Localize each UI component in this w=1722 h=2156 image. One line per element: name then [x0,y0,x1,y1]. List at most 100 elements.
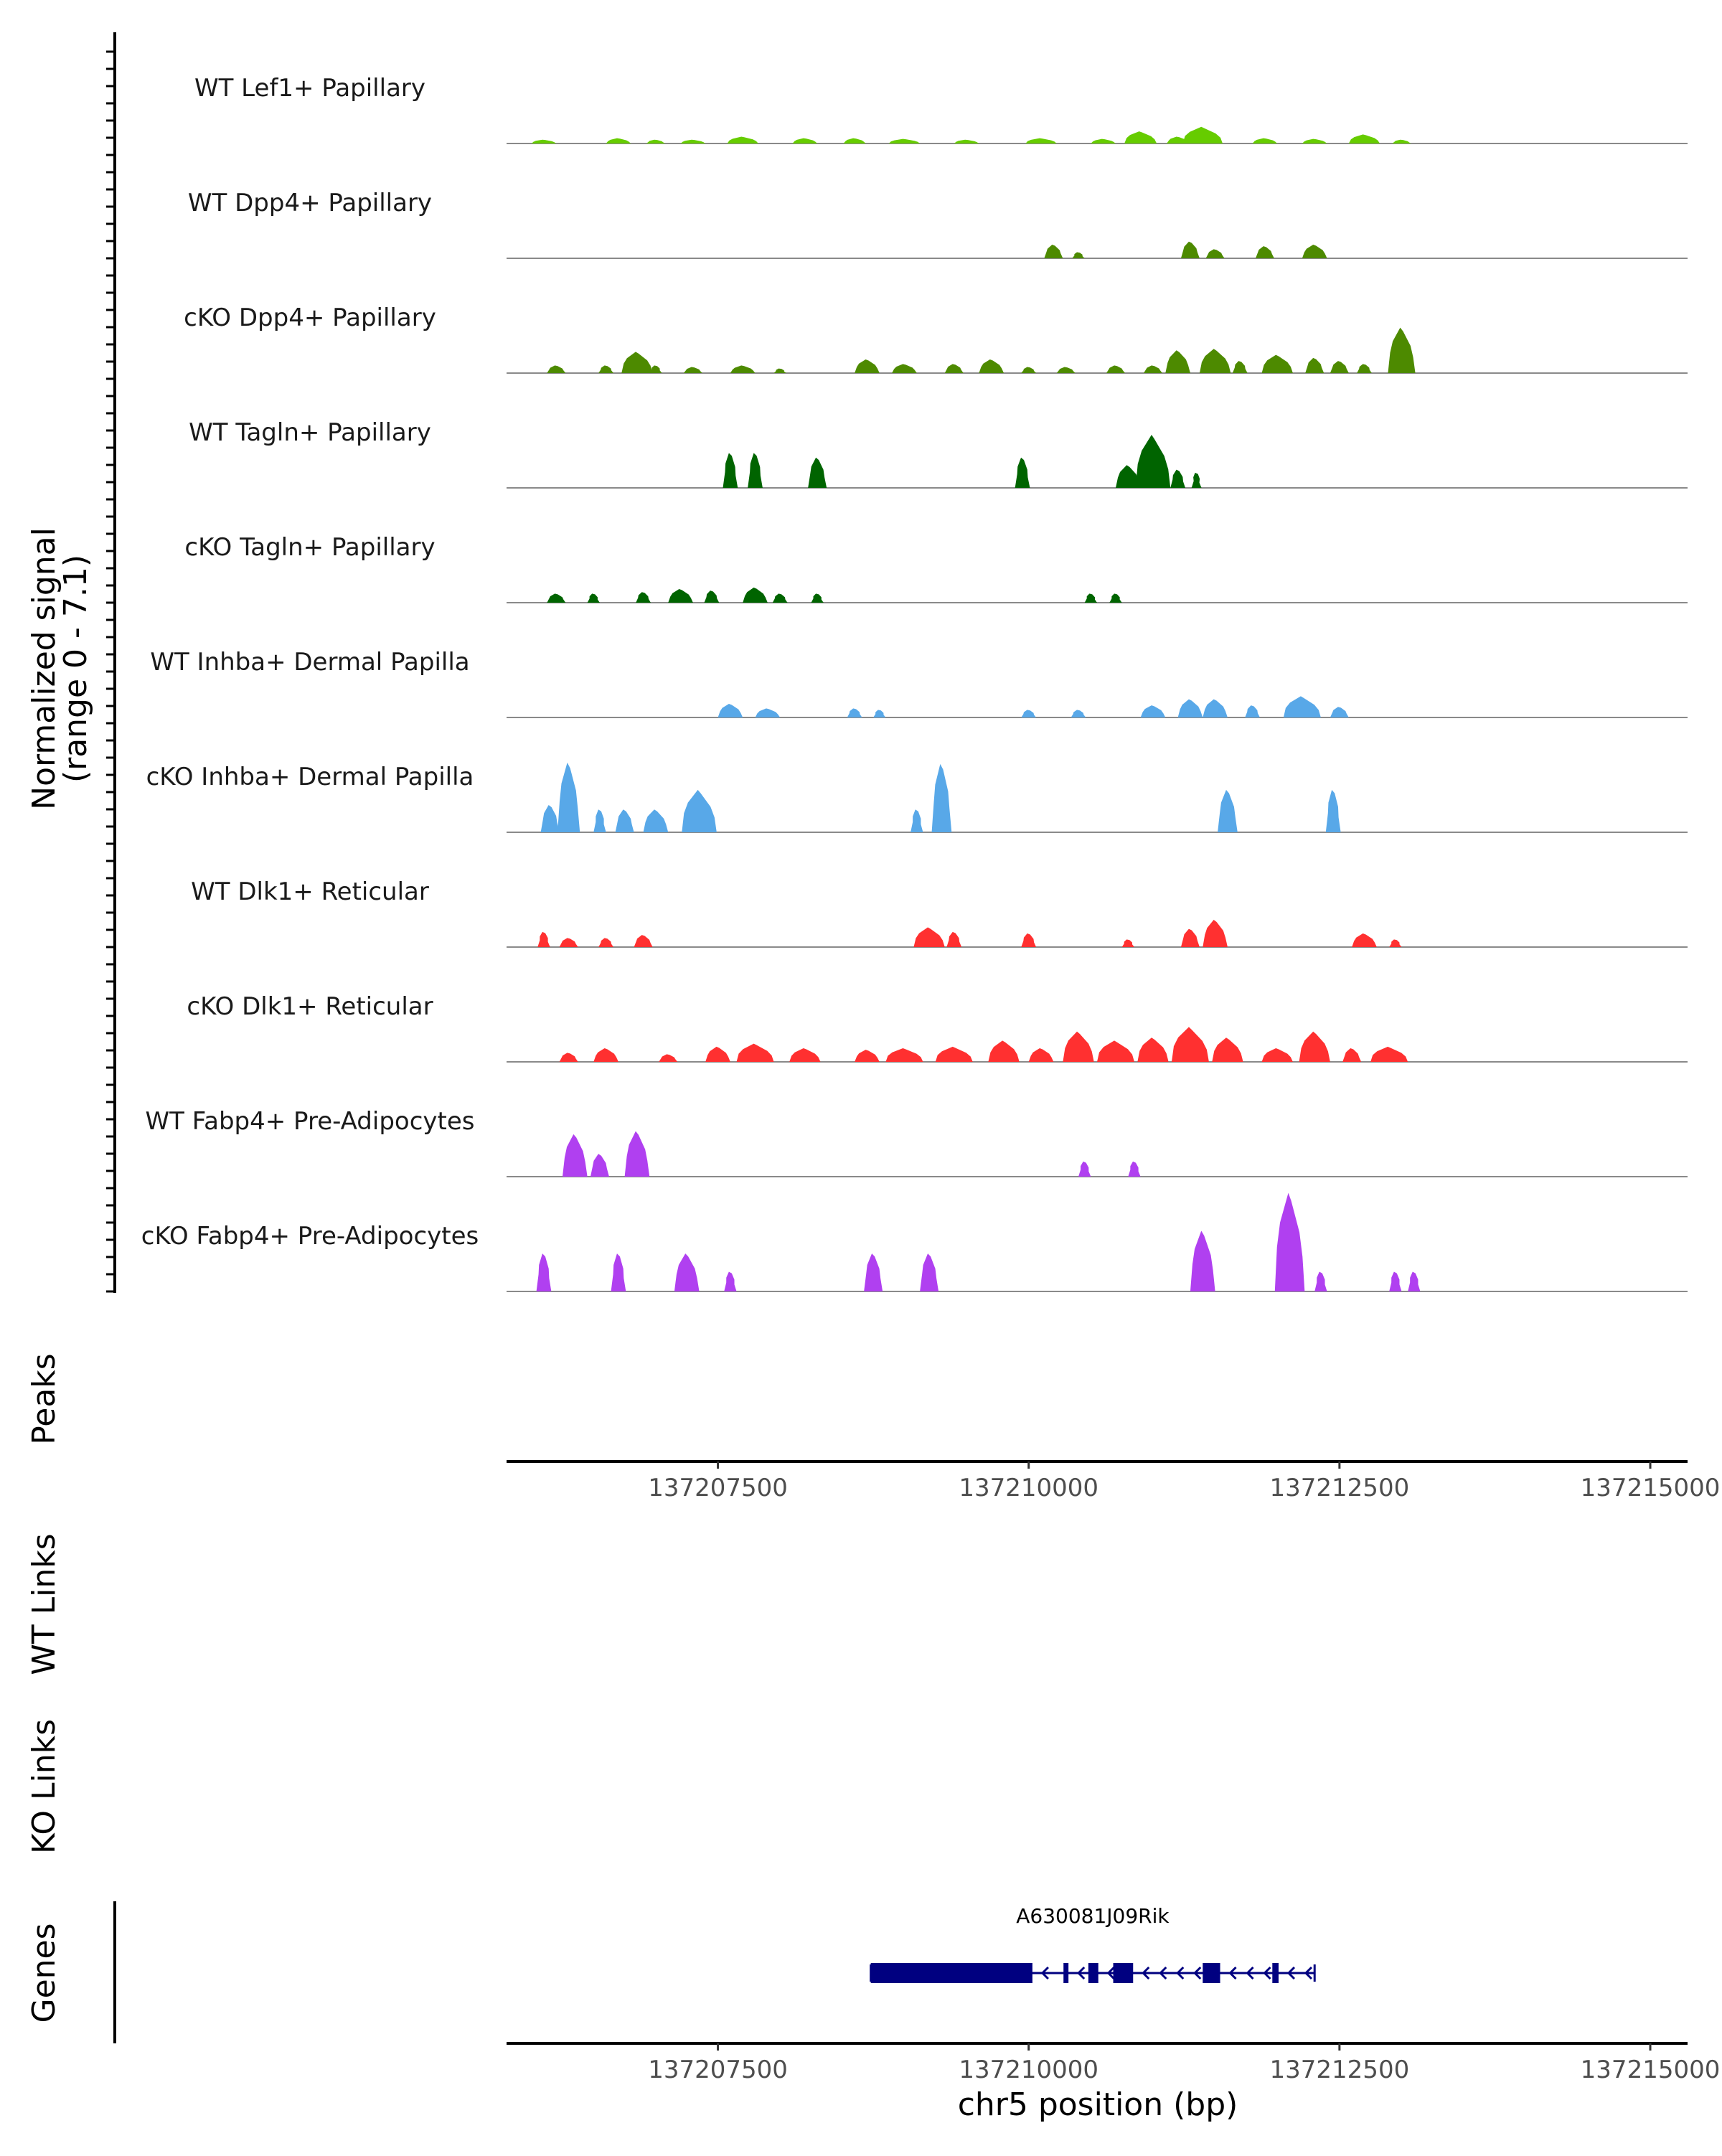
signal-peak [1115,465,1141,488]
signal-peak [723,453,738,488]
signal-peak [559,1053,578,1062]
signal-peak [1302,244,1327,258]
track-label: cKO Fabp4+ Pre-Adipocytes [141,1222,479,1251]
track-label: cKO Dpp4+ Papillary [184,303,436,332]
signal-peak [789,1048,821,1062]
signal-peak [1191,472,1202,488]
signal-peak [646,139,665,143]
signal-peak [1232,361,1248,373]
signal-track: cKO Dlk1+ Reticular [187,992,1688,1063]
signal-peak [1314,1271,1327,1291]
x-tick-label: 137215000 [1581,2056,1721,2084]
signal-peak [1305,357,1325,373]
signal-track: cKO Tagln+ Papillary [184,533,1688,603]
signal-peak [1028,1048,1054,1062]
signal-peak [946,931,962,947]
signal-peak [773,368,786,373]
x-tick-label: 137207500 [648,1474,788,1502]
signal-peak [1283,696,1321,717]
signal-peak [1078,1161,1091,1177]
gene-exon [1063,1963,1069,1983]
signal-tracks: WT Lef1+ Papillary WT Dpp4+ Papillary cKO … [141,74,1688,1292]
signal-peak [1015,457,1030,488]
signal-peak [954,139,979,143]
x-axis-title: chr5 position (bp) [958,2086,1238,2123]
gene-exon [1203,1963,1220,1983]
signal-peak [611,1253,626,1291]
y-axis-title-line1: Normalized signal [26,527,62,810]
signal-peak [1180,928,1200,947]
strand-arrow [1246,1966,1254,1980]
signal-peak [1056,367,1076,373]
signal-peak [1135,435,1171,488]
signal-peak [873,710,886,717]
signal-peak [598,365,614,373]
signal-peak [704,590,720,603]
signal-peak [1261,1048,1293,1062]
signal-peak [1143,365,1162,373]
strand-arrow [1159,1966,1167,1980]
signal-peak [1180,241,1200,258]
signal-peak [892,364,917,373]
signal-peak [913,927,945,947]
signal-peak [724,1271,737,1291]
genes-track-label: Genes [26,1923,62,2023]
track-label: WT Lef1+ Papillary [194,74,425,103]
signal-peak [649,365,662,373]
signal-peak [1370,1046,1408,1062]
signal-peak [1124,131,1157,143]
signal-peak [659,1054,678,1062]
signal-peak [944,364,964,373]
signal-peak [1165,350,1190,373]
signal-peak [1325,789,1341,832]
signal-peak [935,1046,973,1062]
signal-peak [587,593,600,603]
signal-peak [1021,933,1037,947]
signal-peak [1348,134,1380,143]
signal-peak [1170,469,1186,488]
signal-peak [1302,138,1327,143]
signal-peak [1097,1040,1134,1062]
signal-peak [1357,364,1372,373]
signal-peak [1218,789,1238,832]
signal-peak [1245,705,1260,717]
signal-peak [680,139,706,143]
signal-track: cKO Fabp4+ Pre-Adipocytes [141,1192,1688,1292]
gene-exon [1272,1963,1279,1983]
track-label: WT Fabp4+ Pre-Adipocytes [146,1107,475,1136]
signal-peak [1205,249,1225,258]
signal-peak [843,138,866,143]
signal-peak [624,1131,650,1177]
signal-peak [920,1253,939,1291]
strand-arrow [1077,1966,1086,1980]
signal-peak [1199,349,1231,373]
signal-peak [674,1253,700,1291]
peaks-x-axis: 137207500 137210000 137212500 137215000 [507,1460,1720,1502]
signal-track: WT Inhba+ Dermal Papilla [150,648,1688,718]
track-label: WT Dlk1+ Reticular [191,877,429,906]
signal-peak [1203,699,1228,717]
y-axis-title: Normalized signal (range 0 - 7.1) [26,527,94,810]
x-tick-label: 137207500 [648,2056,788,2084]
signal-track: WT Fabp4+ Pre-Adipocytes [146,1107,1688,1177]
signal-peak [1171,1027,1209,1062]
signal-peak [1255,246,1274,258]
signal-peak [636,592,651,603]
signal-peak [598,938,614,947]
signal-peak [1106,365,1125,373]
signal-peak [590,1154,609,1177]
signal-peak [808,457,827,488]
peaks-track-label: Peaks [26,1353,62,1444]
signal-peak [547,593,566,603]
signal-peak [1190,1230,1215,1291]
gene-exon [1113,1963,1134,1983]
x-tick-label: 137212500 [1270,1474,1410,1502]
signal-peak [705,1046,730,1062]
ko-links-track-label: KO Links [26,1719,62,1854]
signal-peak [536,1253,552,1291]
x-tick-label: 137210000 [959,1474,1098,1502]
signal-track: WT Lef1+ Papillary [194,74,1688,144]
signal-peak [615,809,634,832]
signal-peak [634,935,653,947]
